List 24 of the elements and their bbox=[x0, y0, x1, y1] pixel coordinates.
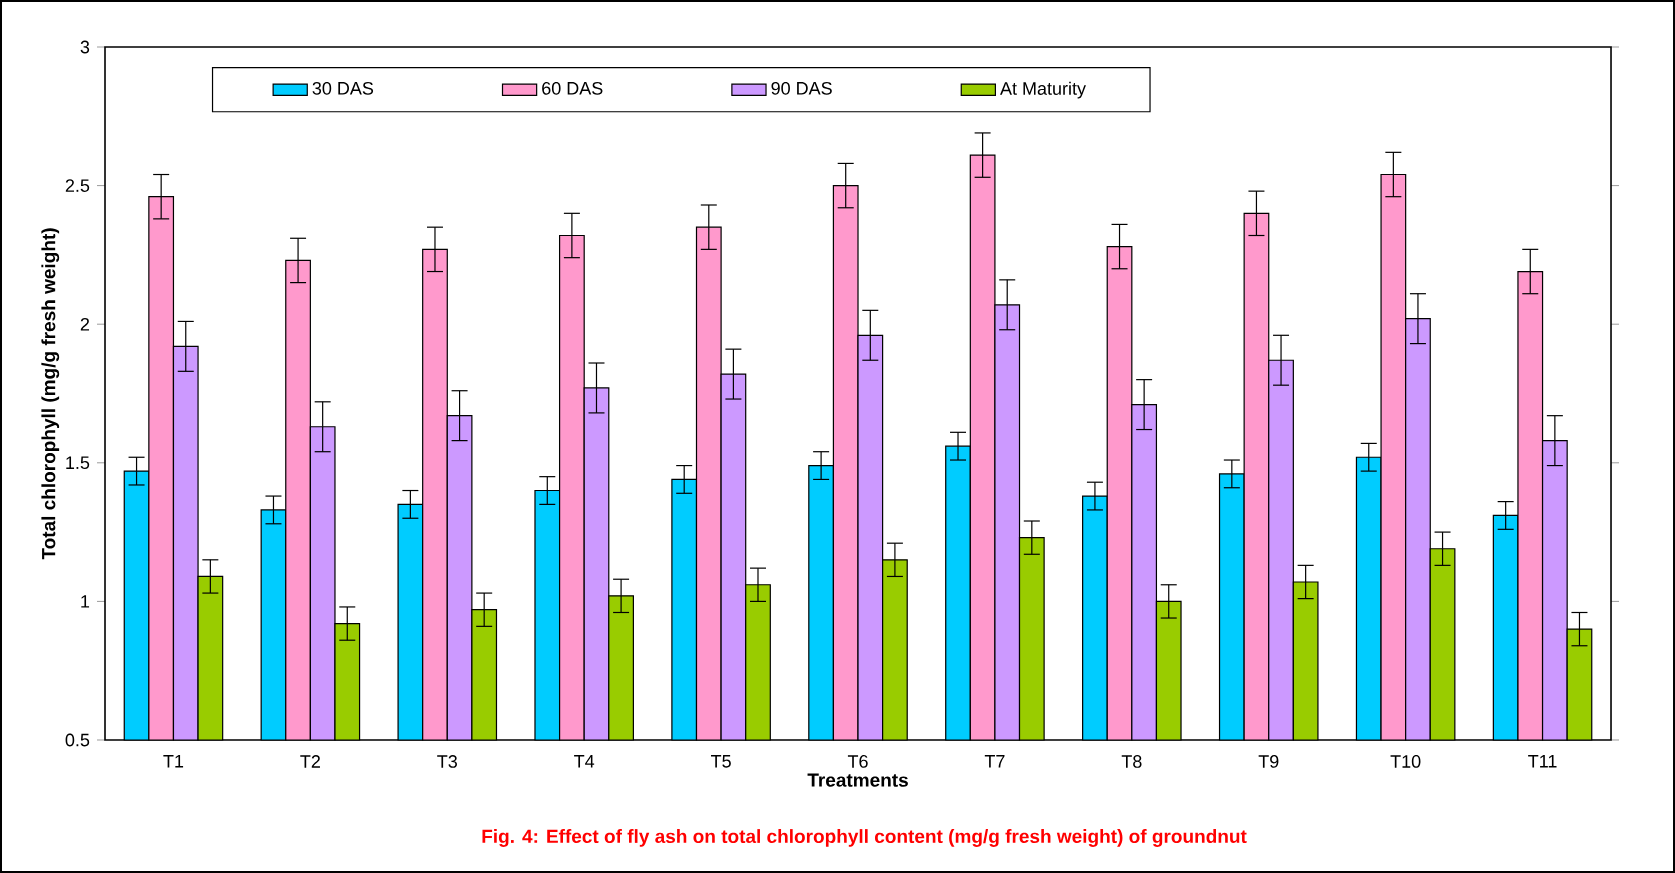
y-tick-label: 3 bbox=[80, 40, 90, 54]
x-tick-label: T7 bbox=[984, 755, 1005, 768]
y-tick-label: 2 bbox=[80, 317, 90, 331]
x-tick-label: T5 bbox=[711, 755, 731, 768]
x-tick-label: T10 bbox=[1390, 755, 1421, 768]
x-tick-label: T8 bbox=[1121, 755, 1142, 768]
x-tick-label: T11 bbox=[1528, 755, 1557, 768]
x-tick-label: T2 bbox=[300, 755, 320, 768]
x-tick-label: T9 bbox=[1258, 755, 1279, 768]
caption: Fig. 4: Effect of fly ash on total chlorophyll content (mg/g fresh weight) of groundnut bbox=[482, 829, 1247, 847]
y-axis-title: Total chlorophyll (mg/g fresh weight) bbox=[41, 228, 60, 560]
x-tick-label: T3 bbox=[437, 755, 457, 768]
legend-label: 90 DAS bbox=[771, 81, 832, 95]
y-tick-label: 1.5 bbox=[66, 456, 90, 470]
x-tick-label: T4 bbox=[574, 755, 595, 768]
y-tick-label: 1 bbox=[81, 595, 90, 608]
legend-label: 30 DAS bbox=[312, 81, 374, 95]
legend-label: 60 DAS bbox=[542, 81, 603, 95]
y-tick-label: 0.5 bbox=[65, 733, 90, 747]
x-tick-label: T1 bbox=[163, 755, 184, 768]
y-tick-label: 2.5 bbox=[65, 179, 90, 192]
x-axis-title: Treatments bbox=[807, 773, 908, 787]
x-tick-label: T6 bbox=[847, 755, 868, 768]
legend-label: At Maturity bbox=[1000, 81, 1086, 99]
